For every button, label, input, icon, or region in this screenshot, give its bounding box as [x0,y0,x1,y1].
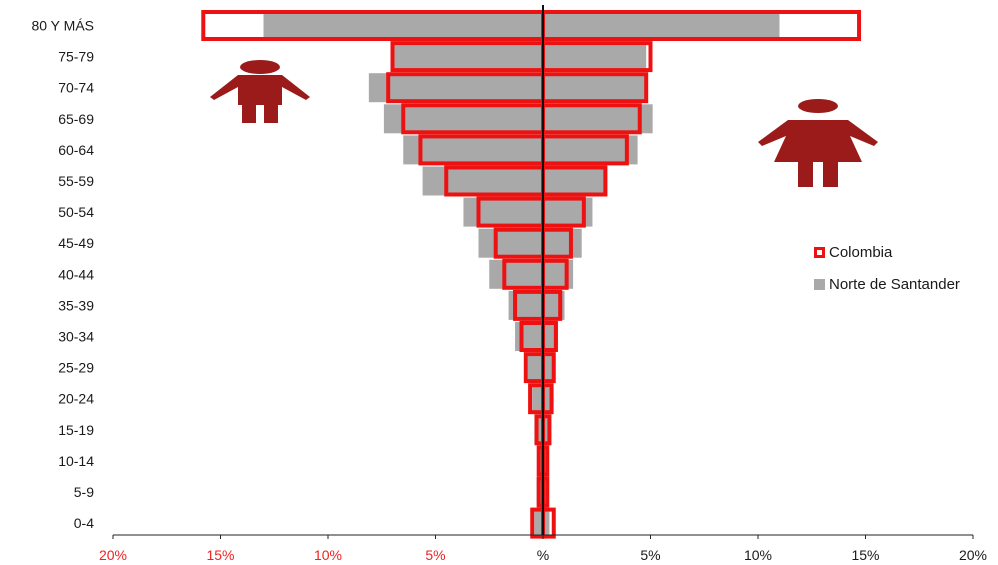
category-label: 5-9 [74,484,94,500]
category-label: 20-24 [58,391,94,407]
bar-norte-de-santander-right-13 [543,104,653,134]
category-label: 75-79 [58,49,94,65]
female-icon [758,99,878,187]
x-tick-label: 20% [959,547,987,563]
category-label: 55-59 [58,173,94,189]
bar-norte-de-santander-right-2 [543,446,548,476]
x-tick-label: 10% [744,547,772,563]
bar-norte-de-santander-left-6 [515,322,543,351]
bar-norte-de-santander-left-8 [489,259,543,289]
x-tick-label: 5% [425,547,445,563]
category-label: 40-44 [58,266,94,282]
male-icon-head [240,60,280,74]
category-label: 30-34 [58,329,94,345]
category-label: 10-14 [58,453,94,469]
category-label: 50-54 [58,204,94,220]
x-tick-label: 15% [206,547,234,563]
legend-label-norte-de-santander: Norte de Santander [829,275,960,293]
legend-item-norte-de-santander: Norte de Santander [814,275,960,293]
bar-norte-de-santander-right-14 [543,73,647,103]
category-label: 0-4 [74,515,94,531]
bar-norte-de-santander-right-15 [543,42,647,72]
x-tick-label: 10% [314,547,342,563]
legend-item-colombia: Colombia [814,243,960,261]
category-label: 60-64 [58,142,94,158]
category-label: 35-39 [58,297,94,313]
bar-norte-de-santander-left-12 [403,135,543,165]
male-icon-body [210,75,310,123]
category-label: 45-49 [58,235,94,251]
bar-norte-de-santander-right-16 [543,11,780,40]
female-icon-head [798,99,838,113]
bar-norte-de-santander-left-4 [532,384,543,414]
bar-norte-de-santander-left-16 [263,11,543,40]
bar-norte-de-santander-left-5 [527,353,543,383]
bar-norte-de-santander-right-11 [543,166,608,196]
legend: Colombia Norte de Santander [814,243,960,307]
male-icon [210,60,310,123]
legend-label-colombia: Colombia [829,243,893,261]
x-tick-label: % [537,547,549,563]
bar-norte-de-santander-right-0 [543,508,550,538]
bar-norte-de-santander-left-3 [534,415,543,445]
bar-norte-de-santander-left-10 [463,197,543,227]
bar-norte-de-santander-left-11 [422,166,543,196]
bar-norte-de-santander-right-9 [543,228,582,258]
legend-swatch-norte-de-santander [814,278,825,290]
bar-norte-de-santander-left-14 [368,73,543,103]
bar-norte-de-santander-right-3 [543,415,550,445]
category-label: 70-74 [58,80,94,96]
bar-norte-de-santander-left-0 [534,508,543,538]
x-tick-label: 20% [99,547,127,563]
bar-norte-de-santander-left-15 [392,42,543,72]
bar-norte-de-santander-right-4 [543,384,552,414]
category-label: 80 Y MÁS [31,18,94,34]
female-icon-body [758,120,878,187]
bar-norte-de-santander-right-12 [543,135,638,165]
category-label: 15-19 [58,422,94,438]
x-tick-label: 15% [851,547,879,563]
category-label: 65-69 [58,111,94,127]
category-label: 25-29 [58,360,94,376]
bar-norte-de-santander-right-1 [543,477,548,507]
bar-norte-de-santander-right-5 [543,353,554,383]
legend-swatch-colombia [814,246,825,258]
bar-norte-de-santander-left-2 [538,446,543,476]
bar-norte-de-santander-left-9 [478,228,543,258]
x-tick-label: 5% [640,547,660,563]
bar-norte-de-santander-left-13 [383,104,543,134]
